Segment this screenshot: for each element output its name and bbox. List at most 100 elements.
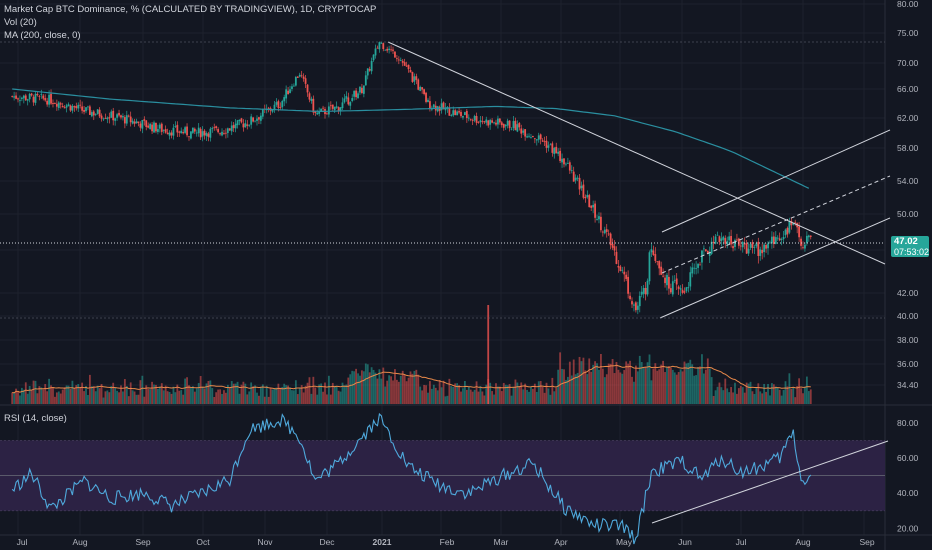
volume-bar: [547, 388, 550, 404]
volume-bar: [244, 383, 247, 404]
volume-bar: [528, 391, 530, 404]
volume-bar: [275, 387, 278, 404]
candle-body: [666, 274, 668, 286]
candle-body: [184, 127, 187, 133]
candle-body: [13, 96, 16, 98]
candle-body: [539, 134, 542, 140]
volume-bar: [631, 376, 633, 404]
volume-bar: [652, 368, 655, 404]
candle-body: [244, 123, 247, 128]
time-tick-label: Jun: [678, 537, 692, 547]
candle-body: [316, 112, 319, 115]
candle-body: [376, 47, 379, 49]
volume-bar: [526, 389, 528, 404]
volume-bar: [710, 377, 713, 404]
candle-body: [596, 219, 598, 220]
time-tick-label: May: [616, 537, 633, 547]
candle-body: [497, 118, 499, 125]
volume-bar: [446, 395, 449, 404]
candle-body: [502, 123, 505, 128]
price-tick-label: 66.00: [897, 84, 919, 94]
volume-bar: [246, 394, 249, 404]
volume-bar: [508, 384, 511, 404]
candle-body: [498, 118, 501, 123]
volume-bar: [123, 379, 126, 404]
candle-body: [685, 287, 688, 292]
candle-body: [619, 266, 622, 272]
candle-body: [561, 158, 563, 163]
volume-bar: [211, 388, 214, 404]
candle-body: [285, 89, 288, 99]
candle-body: [627, 276, 630, 294]
candle-body: [784, 229, 787, 236]
volume-bar: [129, 382, 132, 404]
candle-body: [423, 89, 425, 95]
volume-bar: [477, 391, 480, 404]
volume-bar: [481, 391, 484, 404]
volume-bar: [24, 382, 27, 404]
volume-bar: [568, 361, 571, 404]
volume-bar: [469, 389, 472, 404]
candle-body: [776, 237, 779, 239]
candle-body: [100, 115, 103, 119]
candle-body: [710, 241, 713, 254]
volume-bar: [409, 371, 412, 404]
candle-body: [141, 119, 144, 129]
volume-bar: [88, 374, 91, 404]
time-tick-label: Sep: [135, 537, 150, 547]
volume-bar: [430, 388, 433, 404]
candle-body: [168, 132, 171, 136]
candle-body: [125, 115, 128, 124]
volume-bar: [807, 391, 810, 404]
candle-body: [491, 120, 494, 123]
candle-body: [166, 132, 169, 135]
candle-body: [399, 59, 402, 61]
candle-body: [681, 289, 684, 293]
volume-bar: [135, 394, 138, 404]
candle-body: [570, 170, 573, 172]
volume-bar: [176, 384, 179, 404]
candle-body: [182, 132, 185, 134]
candle-body: [44, 98, 47, 101]
volume-bar: [316, 394, 319, 404]
candle-body: [600, 216, 602, 231]
candle-body: [351, 98, 354, 101]
candle-body: [576, 177, 579, 179]
candle-body: [374, 48, 377, 56]
volume-bar: [539, 381, 542, 404]
volume-bar: [442, 380, 445, 404]
legend-vol: Vol (20): [4, 17, 37, 28]
volume-bar: [46, 391, 49, 404]
candle-body: [580, 185, 583, 189]
volume-bar: [199, 376, 202, 404]
volume-bar: [656, 370, 659, 404]
volume-bar: [712, 395, 715, 404]
candle-body: [772, 236, 775, 245]
volume-bar: [54, 396, 56, 404]
candle-body: [598, 216, 600, 220]
candle-body: [242, 123, 245, 128]
candle-body: [629, 295, 631, 299]
candle-body: [104, 117, 107, 119]
volume-bar: [36, 393, 39, 404]
volume-bar: [666, 366, 668, 404]
volume-bar: [495, 383, 497, 404]
price-tick-label: 36.00: [897, 359, 919, 369]
volume-bar: [40, 387, 43, 404]
volume-bar: [434, 387, 437, 404]
time-tick-label: Feb: [440, 537, 455, 547]
volume-bar: [269, 388, 272, 404]
candle-body: [467, 117, 470, 119]
volume-bar: [386, 380, 389, 404]
volume-bar: [322, 391, 324, 404]
candle-body: [331, 104, 334, 109]
candle-body: [716, 234, 719, 236]
candle-body: [92, 111, 95, 116]
volume-bar: [454, 383, 457, 404]
candle-body: [454, 110, 457, 116]
candle-body: [349, 102, 352, 106]
volume-bar: [741, 387, 744, 404]
time-tick-label: Mar: [494, 537, 509, 547]
candle-body: [102, 118, 105, 120]
